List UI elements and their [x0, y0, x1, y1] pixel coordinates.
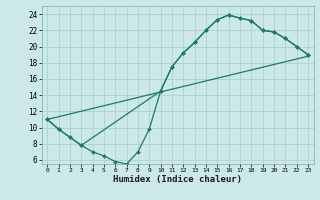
- X-axis label: Humidex (Indice chaleur): Humidex (Indice chaleur): [113, 175, 242, 184]
